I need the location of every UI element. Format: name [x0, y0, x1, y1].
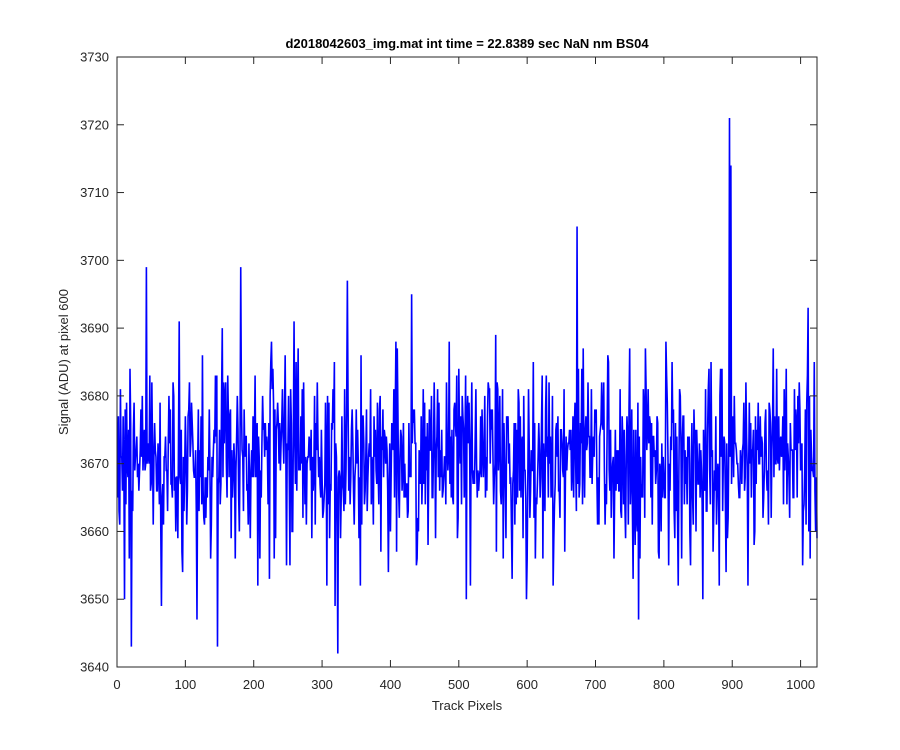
x-tick-label: 400 — [380, 677, 402, 692]
x-tick-label: 100 — [175, 677, 197, 692]
y-tick-label: 3650 — [80, 592, 109, 607]
signal-series-line — [116, 117, 818, 654]
chart-title: d2018042603_img.mat int time = 22.8389 s… — [285, 36, 649, 51]
x-tick-label: 800 — [653, 677, 675, 692]
x-tick-label: 600 — [516, 677, 538, 692]
x-tick-label: 0 — [113, 677, 120, 692]
y-tick-label: 3690 — [80, 321, 109, 336]
y-tick-label: 3710 — [80, 185, 109, 200]
x-tick-label: 500 — [448, 677, 470, 692]
x-tick-label: 700 — [585, 677, 607, 692]
series-group — [116, 117, 818, 654]
x-tick-label: 900 — [721, 677, 743, 692]
y-tick-label: 3700 — [80, 253, 109, 268]
y-tick-label: 3730 — [80, 50, 109, 65]
x-tick-label: 1000 — [786, 677, 815, 692]
x-tick-label: 300 — [311, 677, 333, 692]
x-tick-label: 200 — [243, 677, 265, 692]
y-ticks: 3640 3650 3660 3670 3680 3690 3700 3710 3720 3730 — [80, 50, 817, 675]
y-tick-label: 3660 — [80, 524, 109, 539]
y-axis-title: Signal (ADU) at pixel 600 — [56, 289, 71, 435]
y-tick-label: 3670 — [80, 456, 109, 471]
y-tick-label: 3720 — [80, 117, 109, 132]
y-tick-label: 3640 — [80, 660, 109, 675]
y-tick-label: 3680 — [80, 388, 109, 403]
x-ticks: 0 100 200 300 400 500 600 700 800 900 1000 — [113, 57, 815, 692]
x-axis-title: Track Pixels — [432, 698, 503, 713]
axes-box — [116, 56, 818, 668]
